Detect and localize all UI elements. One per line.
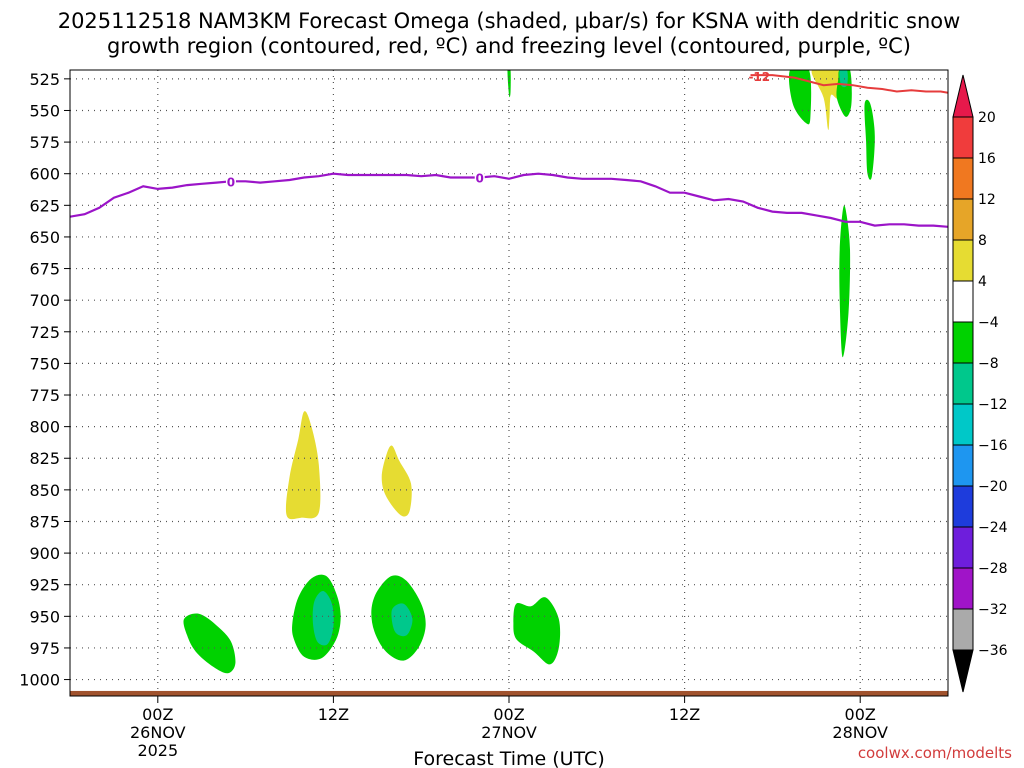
x-tick-label-0-0: 00Z [142,705,173,724]
x-tick-label-48-0: 00Z [845,705,876,724]
y-tick-label-850: 850 [29,481,60,500]
omega-region-ascent-26nov-18z-core [391,603,413,637]
colorbar-label-2: 12 [978,192,996,208]
y-tick-label-700: 700 [29,291,60,310]
y-tick-label-575: 575 [29,133,60,152]
colorbar-lower-arrow [952,649,974,693]
omega-region-ascent-26nov-03z [183,613,236,674]
grid-lines [70,70,948,696]
freezing-level-line [70,172,948,228]
x-tick-label-24-1: 27NOV [481,723,537,742]
y-tick-label-975: 975 [29,639,60,658]
colorbar-segment-6 [952,362,974,405]
x-tick-label-0-2: 2025 [137,741,178,760]
colorbar-label-11: −28 [978,561,1008,577]
colorbar-segment-5 [952,321,974,364]
credit-text: coolwx.com/modelts [858,744,1012,762]
colorbar-segment-0 [952,116,974,159]
colorbar-segment-10 [952,526,974,569]
dgz-contour-line [750,74,948,94]
colorbar-label-4: 4 [978,274,987,290]
freezing-level-label-bg-1 [474,170,485,185]
x-tick-label-24-0: 00Z [493,705,524,724]
y-tick-label-775: 775 [29,386,60,405]
x-tick-label-12-0: 12Z [318,705,349,724]
y-tick-label-900: 900 [29,544,60,563]
colorbar-label-0: 20 [978,110,996,126]
colorbar-label-5: −4 [978,315,999,331]
y-tick-label-650: 650 [29,228,60,247]
y-tick-label-950: 950 [29,607,60,626]
colorbar-label-3: 8 [978,233,987,249]
omega-region-ascent-26nov-11z-core [312,590,334,646]
omega-region-ascent-27nov-21z-core [839,70,848,88]
omega-region-descent-26nov-16z [381,445,412,517]
colorbar-segment-9 [952,485,974,528]
omega-region-ascent-27nov-02z [513,597,561,665]
y-tick-label-525: 525 [29,70,60,89]
colorbar-segment-2 [952,198,974,241]
surface-band [70,690,948,696]
colorbar: 20 16 12 8 4 −4 −8 −12 −16 −20 −24 −28 −32 −36 [952,74,1008,693]
colorbar-label-6: −8 [978,356,999,372]
y-tick-label-800: 800 [29,418,60,437]
y-tick-label-600: 600 [29,165,60,184]
colorbar-label-10: −24 [978,520,1008,536]
colorbar-label-8: −16 [978,438,1008,454]
y-tick-label-750: 750 [29,354,60,373]
y-tick-label-550: 550 [29,101,60,120]
y-tick-label-875: 875 [29,512,60,531]
surface-layer [70,690,948,696]
omega-region-ascent-27nov-17z-aloft [788,70,812,125]
colorbar-segment-8 [952,444,974,487]
colorbar-segment-12 [952,608,974,651]
colorbar-segment-11 [952,567,974,610]
colorbar-segment-1 [952,157,974,200]
y-tick-label-825: 825 [29,449,60,468]
y-tick-label-675: 675 [29,260,60,279]
freezing-level-label-0: 0 [227,175,235,189]
colorbar-upper-arrow [952,74,974,118]
chart-title-line2: growth region (contoured, red, ºC) and f… [107,34,911,58]
colorbar-segment-3 [952,239,974,282]
colorbar-segment-7 [952,403,974,446]
chart-title-line1: 2025112518 NAM3KM Forecast Omega (shaded… [58,9,961,33]
colorbar-label-12: −32 [978,602,1008,618]
colorbar-label-9: −20 [978,479,1008,495]
colorbar-label-7: −12 [978,397,1008,413]
colorbar-label-13: −36 [978,643,1008,659]
y-axis: 525 550 575 600 625 650 675 700 725 750 775 800 825 8… [19,70,70,690]
freezing-level-label-bg-0 [225,174,236,189]
dgz-contour-label: -12 [748,70,770,84]
x-tick-label-36-0: 12Z [669,705,700,724]
omega-region-descent-26nov-10z [285,411,321,520]
contour-lines: 0 0 -12 [70,70,948,228]
colorbar-segment-4 [952,280,974,323]
y-tick-label-725: 725 [29,323,60,342]
x-tick-label-0-1: 26NOV [130,723,186,742]
colorbar-label-1: 16 [978,151,996,167]
x-axis-title: Forecast Time (UTC) [413,748,604,768]
plot-area: 0 0 -12 [69,69,949,697]
x-tick-label-48-1: 28NOV [832,723,888,742]
y-tick-label-625: 625 [29,196,60,215]
omega-shading [183,70,875,674]
omega-region-ascent-27nov-00z-aloft [507,70,511,98]
freezing-level-label-1: 0 [476,171,484,185]
omega-region-ascent-27nov-23z-aloft [864,99,875,180]
y-tick-label-1000: 1000 [19,671,60,690]
omega-region-ascent-27nov-21z-mid [839,205,851,358]
y-tick-label-925: 925 [29,576,60,595]
